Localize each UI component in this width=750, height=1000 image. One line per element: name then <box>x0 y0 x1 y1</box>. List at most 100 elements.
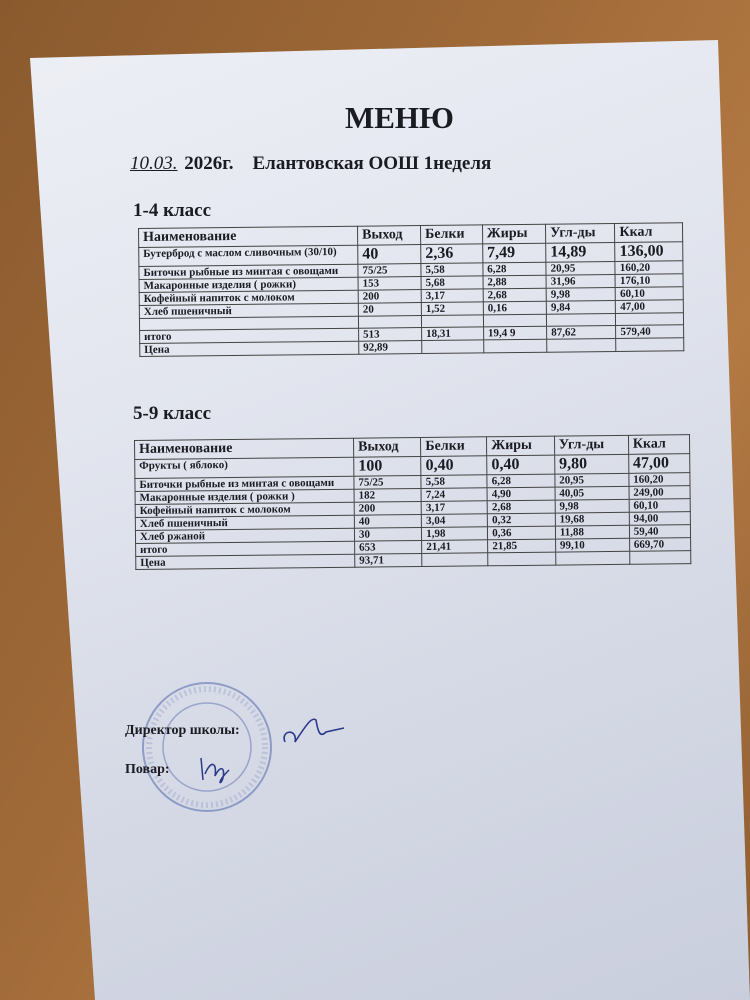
column-header: Белки <box>420 224 483 245</box>
menu-table-1-4: Наименование Выход Белки Жиры Угл-ды Ккал Буте… <box>138 222 684 357</box>
table-cell: Бутерброд с маслом сливочным (30/10) <box>138 245 358 267</box>
table-cell: 2,36 <box>420 243 483 264</box>
table-cell: 75/25 <box>353 475 422 490</box>
table-cell: 9,98 <box>554 499 630 514</box>
table-cell: 2,88 <box>482 275 547 289</box>
table-cell: 40 <box>357 244 421 265</box>
table-cell: 579,40 <box>615 324 684 339</box>
table-cell: 47,00 <box>628 453 690 474</box>
table-cell <box>616 337 684 352</box>
table-cell: 31,96 <box>546 274 616 289</box>
table-cell <box>483 339 547 353</box>
table-cell: 60,10 <box>615 286 684 301</box>
table-cell <box>487 552 556 566</box>
cook-signature <box>200 757 230 784</box>
class-label-5-9: 5-9 класс <box>133 403 212 424</box>
table-cell: Цена <box>139 341 359 357</box>
table-cell: 19,4 9 <box>483 326 547 340</box>
table-cell: 176,10 <box>615 273 684 288</box>
table-cell: 5,58 <box>420 262 483 277</box>
table-cell: 21,85 <box>487 539 556 553</box>
table-cell <box>358 315 422 329</box>
table-cell: 14,89 <box>545 242 616 263</box>
table-cell: 6,28 <box>487 474 555 488</box>
table-cell: 11,88 <box>555 525 630 540</box>
table-cell: 653 <box>354 540 422 555</box>
table-cell: 2,68 <box>482 288 547 302</box>
table-cell <box>615 312 684 326</box>
table-cell <box>546 313 616 327</box>
table-cell: Фрукты ( яблоко) <box>134 457 354 479</box>
table-cell: 0,40 <box>420 455 488 476</box>
table-cell: 3,17 <box>421 500 488 515</box>
table-cell: 20,95 <box>545 261 616 276</box>
table-cell: 7,24 <box>421 487 488 502</box>
table-cell: 0,36 <box>487 526 556 540</box>
menu-table-5-9: Наименование Выход Белки Жиры Угл-ды Ккал Фрук… <box>134 434 691 570</box>
school-name: Елантовская ООШ 1неделя <box>252 153 492 174</box>
table-cell: 669,70 <box>629 537 691 552</box>
table-cell: 153 <box>358 276 422 291</box>
table-cell: 20 <box>358 302 422 317</box>
column-header: Ккал <box>614 222 683 243</box>
table-cell: 0,16 <box>483 301 547 315</box>
column-header: Угл-ды <box>545 223 616 244</box>
column-header: Жиры <box>486 436 555 456</box>
column-header: Выход <box>357 225 421 246</box>
table-cell: 94,00 <box>629 511 691 526</box>
table-cell <box>421 339 484 354</box>
cook-label: Повар: <box>125 762 170 777</box>
table-cell: 87,62 <box>546 325 617 340</box>
table-cell: 20,95 <box>554 473 629 488</box>
table-cell: 9,98 <box>546 287 616 302</box>
table-cell: 200 <box>358 289 422 304</box>
date: 10.03. <box>130 153 178 174</box>
table-cell: 1,52 <box>421 301 484 316</box>
table-cell: 99,10 <box>555 538 630 553</box>
table-cell: 0,40 <box>486 455 555 475</box>
table-cell: 40 <box>354 514 422 529</box>
column-header: Белки <box>420 436 487 457</box>
table-cell: 200 <box>354 501 422 516</box>
director-signature <box>283 718 345 743</box>
column-header: Угл-ды <box>554 435 629 456</box>
table-cell: 93,71 <box>354 553 423 568</box>
table-cell: 60,10 <box>628 498 691 513</box>
table-cell: Цена <box>135 554 355 570</box>
column-header: Выход <box>353 437 421 458</box>
table-cell: 3,17 <box>421 288 484 303</box>
table-cell <box>546 338 617 353</box>
table-cell: 19,68 <box>555 512 630 527</box>
column-header: Ккал <box>628 434 690 455</box>
page-title: МЕНЮ <box>345 100 454 135</box>
class-label-1-4: 1-4 класс <box>133 200 212 221</box>
table-cell: 160,20 <box>615 260 684 275</box>
table-cell: 59,40 <box>629 524 691 539</box>
table-cell: 1,98 <box>421 526 488 541</box>
table-cell: 6,28 <box>482 262 547 276</box>
year: 2026г. <box>184 153 234 174</box>
table-cell <box>483 314 547 327</box>
table-cell: 47,00 <box>615 299 684 314</box>
table-cell: 182 <box>354 488 422 503</box>
table-cell <box>421 552 489 567</box>
table-cell: 9,80 <box>554 454 629 475</box>
director-label: Директор школы: <box>125 723 240 738</box>
table-cell: 100 <box>353 456 422 477</box>
table-cell: 513 <box>358 327 422 342</box>
table-cell: 9,84 <box>546 300 616 315</box>
table-cell: 21,41 <box>421 539 488 554</box>
table-cell: 92,89 <box>358 340 422 355</box>
table-cell <box>421 314 484 328</box>
table-cell: 160,20 <box>628 472 691 487</box>
table-cell: 7,49 <box>482 243 546 263</box>
table-cell: 30 <box>354 527 422 542</box>
table-cell: 3,04 <box>421 513 488 528</box>
subtitle: 10.03. 2026г. Елантовская ООШ 1неделя <box>130 153 491 175</box>
column-header: Наименование <box>134 438 354 460</box>
table-cell: 5,68 <box>421 275 483 290</box>
school-stamp <box>142 682 272 812</box>
column-header: Жиры <box>482 224 546 244</box>
table-cell: 75/25 <box>357 263 422 278</box>
